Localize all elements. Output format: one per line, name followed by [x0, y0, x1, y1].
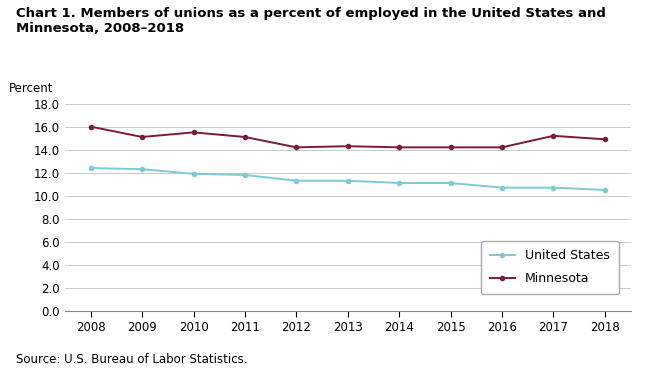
- Minnesota: [601, 137, 608, 141]
- Text: Source: U.S. Bureau of Labor Statistics.: Source: U.S. Bureau of Labor Statistics.: [16, 353, 248, 366]
- United States: [190, 172, 198, 176]
- United States: [549, 185, 557, 190]
- Minnesota: [292, 145, 300, 149]
- United States: [447, 181, 454, 185]
- United States: [395, 181, 403, 185]
- Minnesota: [190, 130, 198, 135]
- Minnesota: [138, 135, 146, 139]
- Minnesota: [241, 135, 249, 139]
- Line: Minnesota: Minnesota: [88, 124, 608, 150]
- United States: [138, 167, 146, 171]
- Minnesota: [447, 145, 454, 149]
- Legend: United States, Minnesota: United States, Minnesota: [481, 241, 619, 294]
- United States: [601, 188, 608, 192]
- Line: United States: United States: [88, 165, 608, 193]
- United States: [87, 166, 95, 170]
- Minnesota: [344, 144, 352, 148]
- Minnesota: [549, 134, 557, 138]
- Minnesota: [87, 124, 95, 129]
- Text: Percent: Percent: [8, 82, 53, 95]
- United States: [241, 173, 249, 177]
- United States: [344, 178, 352, 183]
- Minnesota: [498, 145, 506, 149]
- Minnesota: [395, 145, 403, 149]
- United States: [292, 178, 300, 183]
- United States: [498, 185, 506, 190]
- Text: Chart 1. Members of unions as a percent of employed in the United States and Min: Chart 1. Members of unions as a percent …: [16, 7, 606, 36]
